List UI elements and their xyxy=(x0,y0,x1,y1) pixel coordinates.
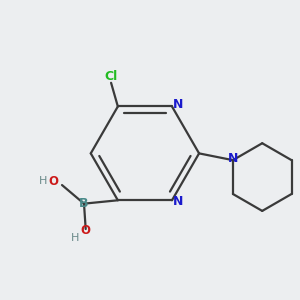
Text: O: O xyxy=(81,224,91,237)
Text: B: B xyxy=(79,197,89,210)
Text: H: H xyxy=(39,176,48,186)
Text: N: N xyxy=(172,98,183,111)
Text: N: N xyxy=(172,196,183,208)
Text: N: N xyxy=(228,152,238,165)
Text: Cl: Cl xyxy=(104,70,118,83)
Text: O: O xyxy=(49,175,58,188)
Text: H: H xyxy=(71,232,80,242)
